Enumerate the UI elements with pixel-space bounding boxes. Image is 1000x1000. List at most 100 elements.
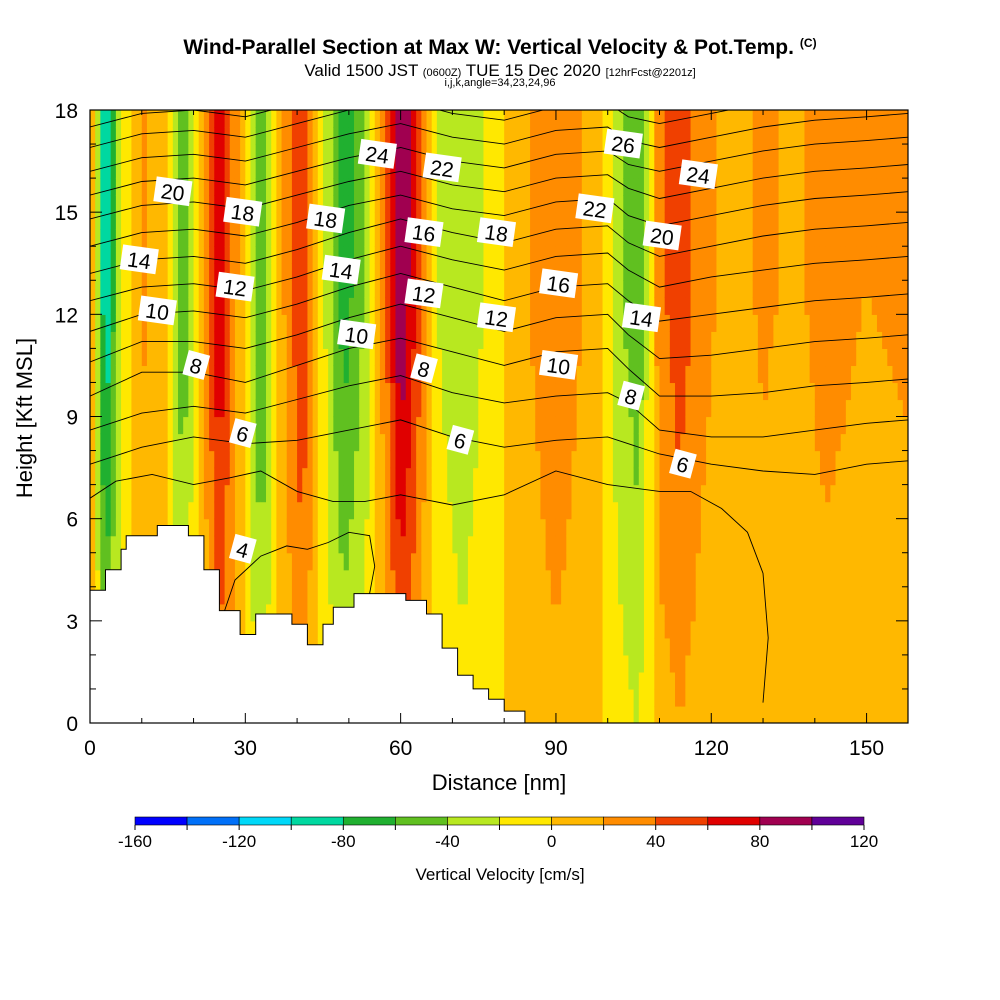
velocity-cell xyxy=(426,246,433,264)
velocity-cell xyxy=(421,586,428,605)
velocity-cell xyxy=(493,195,500,213)
velocity-cell xyxy=(141,195,148,213)
velocity-cell xyxy=(281,161,288,179)
velocity-cell xyxy=(499,518,505,537)
velocity-cell xyxy=(680,314,686,332)
velocity-cell xyxy=(788,178,795,196)
velocity-cell xyxy=(602,314,609,332)
velocity-cell xyxy=(198,161,205,179)
velocity-cell xyxy=(400,501,407,520)
velocity-cell xyxy=(493,127,500,145)
velocity-cell xyxy=(442,314,448,332)
velocity-cell xyxy=(467,654,474,673)
velocity-cell xyxy=(255,382,262,401)
velocity-cell xyxy=(669,195,676,213)
velocity-cell xyxy=(597,603,604,622)
velocity-cell xyxy=(354,161,360,179)
velocity-cell xyxy=(695,263,702,281)
velocity-cell xyxy=(442,110,448,128)
velocity-cell xyxy=(695,433,702,452)
velocity-cell xyxy=(442,382,448,401)
velocity-cell xyxy=(348,246,355,264)
velocity-cell xyxy=(597,144,604,162)
velocity-cell xyxy=(452,297,459,315)
velocity-cell xyxy=(664,348,671,367)
velocity-cell xyxy=(126,331,133,349)
velocity-cell xyxy=(716,280,723,298)
velocity-cell xyxy=(183,144,189,162)
velocity-cell xyxy=(183,399,189,418)
velocity-cell xyxy=(763,144,769,162)
velocity-cell xyxy=(504,501,510,520)
velocity-cell xyxy=(638,161,645,179)
velocity-cell xyxy=(245,110,252,128)
velocity-cell xyxy=(436,416,443,435)
velocity-cell xyxy=(359,229,365,247)
velocity-cell xyxy=(783,586,790,605)
velocity-cell xyxy=(545,484,552,503)
velocity-cell xyxy=(778,314,785,332)
velocity-cell xyxy=(385,518,391,537)
velocity-cell xyxy=(100,144,107,162)
velocity-cell xyxy=(623,467,630,486)
velocity-cell xyxy=(721,110,728,128)
velocity-cell xyxy=(669,501,676,520)
velocity-cell xyxy=(467,144,474,162)
velocity-cell xyxy=(788,501,795,520)
velocity-cell xyxy=(193,229,200,247)
velocity-cell xyxy=(623,620,630,639)
velocity-cell xyxy=(452,229,459,247)
velocity-cell xyxy=(462,161,469,179)
velocity-cell xyxy=(504,110,510,128)
velocity-cell xyxy=(157,348,164,367)
velocity-cell xyxy=(483,348,490,367)
velocity-cell xyxy=(167,280,174,298)
velocity-cell xyxy=(519,518,526,537)
velocity-cell xyxy=(214,484,221,503)
velocity-cell xyxy=(731,195,738,213)
velocity-cell xyxy=(452,518,459,537)
velocity-cell xyxy=(555,229,562,247)
velocity-cell xyxy=(509,416,516,435)
velocity-cell xyxy=(302,416,309,435)
velocity-cell xyxy=(499,603,505,622)
velocity-cell xyxy=(731,382,738,401)
velocity-cell xyxy=(400,365,407,384)
velocity-cell xyxy=(519,144,526,162)
velocity-cell xyxy=(514,161,521,179)
velocity-cell xyxy=(457,484,464,503)
velocity-cell xyxy=(804,552,811,571)
velocity-cell xyxy=(286,127,293,145)
velocity-cell xyxy=(395,569,402,588)
velocity-cell xyxy=(747,280,754,298)
velocity-cell xyxy=(260,501,267,520)
velocity-cell xyxy=(545,212,552,230)
velocity-cell xyxy=(607,365,614,384)
velocity-cell xyxy=(783,501,790,520)
velocity-cell xyxy=(157,280,164,298)
velocity-cell xyxy=(229,263,236,281)
velocity-cell xyxy=(763,671,769,690)
velocity-cell xyxy=(405,365,412,384)
velocity-cell xyxy=(203,552,210,571)
velocity-cell xyxy=(768,671,774,690)
velocity-cell xyxy=(198,450,205,469)
velocity-cell xyxy=(592,348,598,367)
velocity-cell xyxy=(524,178,531,196)
velocity-cell xyxy=(105,552,112,571)
velocity-cell xyxy=(400,416,407,435)
velocity-cell xyxy=(136,382,143,401)
velocity-cell xyxy=(628,110,635,128)
velocity-cell xyxy=(664,144,671,162)
velocity-cell xyxy=(752,365,759,384)
velocity-cell xyxy=(447,144,454,162)
velocity-cell xyxy=(752,382,759,401)
velocity-cell xyxy=(385,229,391,247)
velocity-cell xyxy=(685,348,692,367)
velocity-cell xyxy=(297,467,303,486)
velocity-cell xyxy=(566,382,573,401)
velocity-cell xyxy=(390,110,397,128)
velocity-cell xyxy=(618,501,624,520)
velocity-cell xyxy=(385,569,391,588)
velocity-cell xyxy=(452,603,459,622)
